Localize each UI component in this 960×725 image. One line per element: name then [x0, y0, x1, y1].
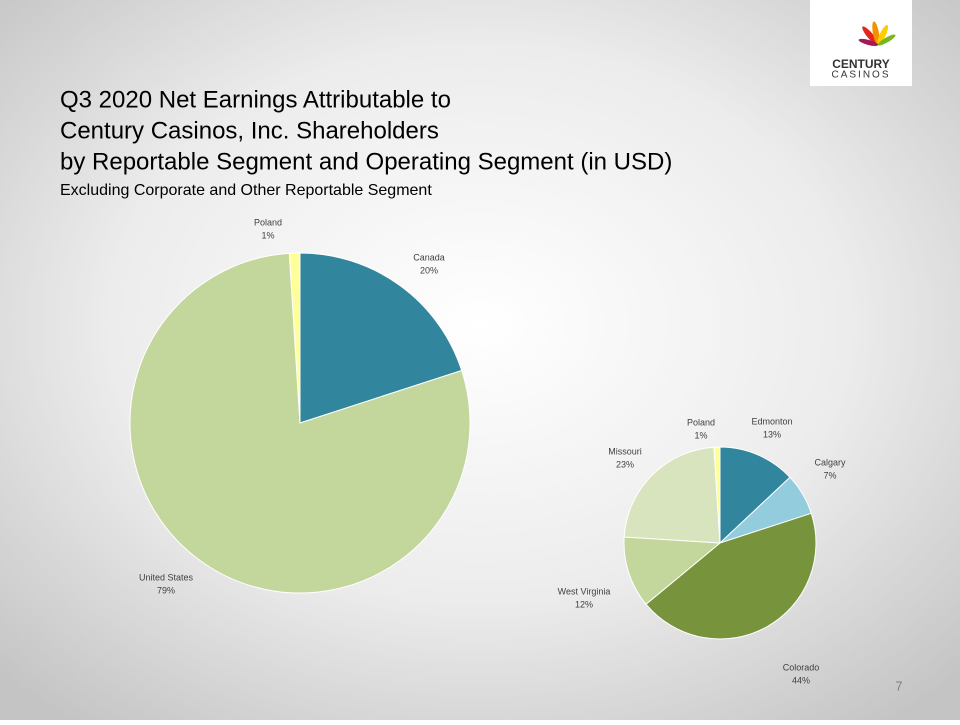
- pie-slice: [299, 252, 463, 424]
- slice-label: Poland: [254, 217, 282, 227]
- pie-slice: [129, 252, 471, 594]
- slice-label: Calgary: [814, 457, 846, 467]
- logo-text: CASINOS: [831, 70, 890, 81]
- slice-label: West Virginia: [558, 586, 611, 596]
- pie-slice: [645, 512, 817, 640]
- pie-slice: [719, 446, 791, 545]
- pie-slice: [288, 252, 301, 424]
- slice-label: United States: [139, 572, 194, 582]
- slice-value-label: 1%: [694, 430, 707, 440]
- slice-label: Colorado: [783, 662, 820, 672]
- logo: CENTURY CASINOS: [810, 0, 912, 86]
- slice-label: Missouri: [608, 446, 642, 456]
- slice-value-label: 7%: [823, 470, 836, 480]
- title-line: Century Casinos, Inc. Shareholders: [60, 117, 439, 144]
- slice-value-label: 44%: [792, 675, 810, 685]
- slice-value-label: 23%: [616, 459, 634, 469]
- pie-slice: [623, 536, 722, 605]
- slice-label: Canada: [413, 252, 445, 262]
- slice-value-label: 1%: [261, 230, 274, 240]
- slice-value-label: 12%: [575, 599, 593, 609]
- slice-label: Poland: [687, 417, 715, 427]
- pie-slice: [623, 446, 721, 544]
- title-line: Q3 2020 Net Earnings Attributable to: [60, 86, 451, 113]
- slice-value-label: 20%: [420, 265, 438, 275]
- slice-value-label: 79%: [157, 585, 175, 595]
- slice-value-label: 13%: [763, 429, 781, 439]
- subtitle: Excluding Corporate and Other Reportable…: [60, 182, 432, 199]
- pie-slice: [713, 446, 721, 544]
- page-number: 7: [895, 678, 902, 693]
- slice-label: Edmonton: [751, 416, 792, 426]
- title-line: by Reportable Segment and Operating Segm…: [60, 148, 672, 175]
- logo-text: CENTURY: [832, 57, 890, 71]
